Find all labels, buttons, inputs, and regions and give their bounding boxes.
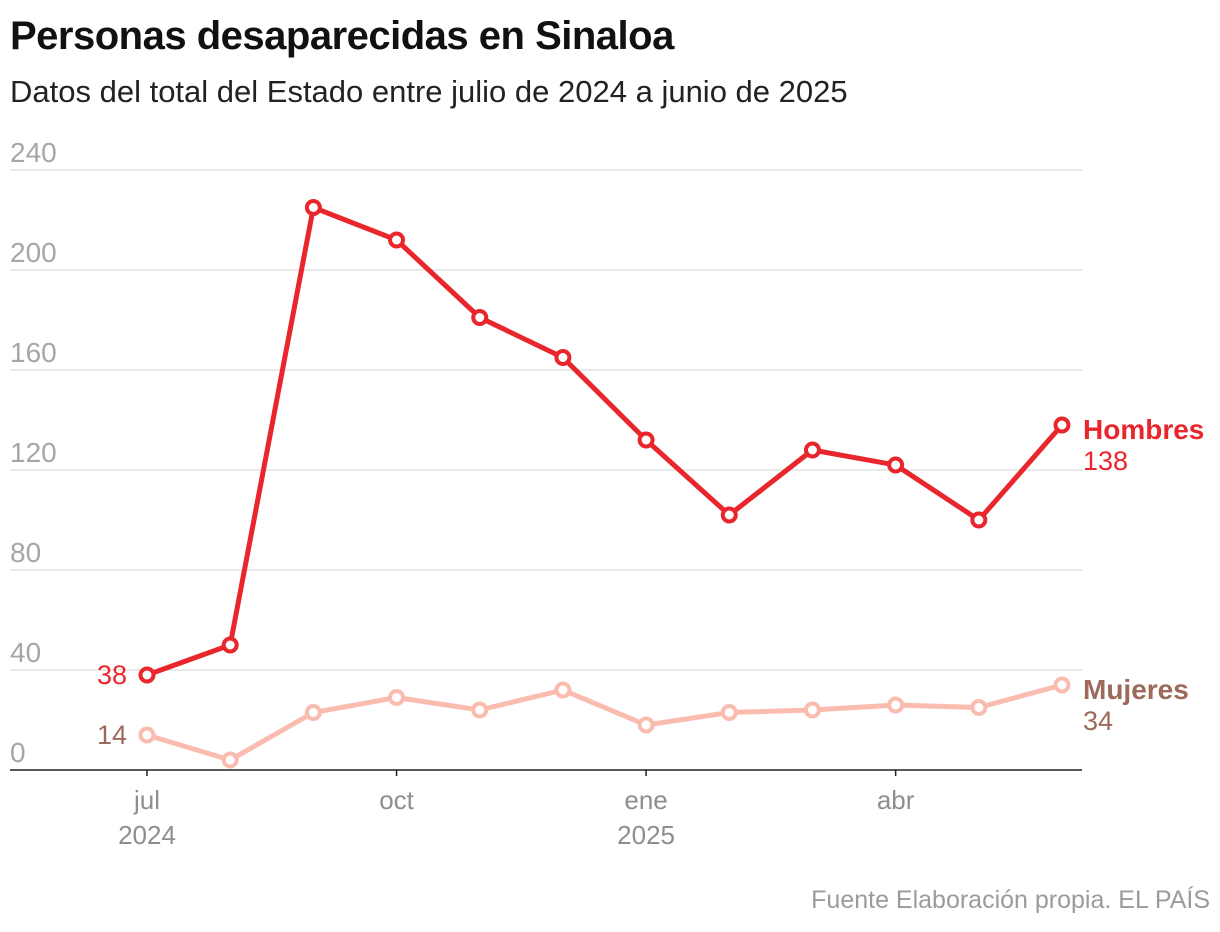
point-mujeres-2025-05 (970, 699, 988, 716)
point-hombres-2025-05 (970, 511, 988, 529)
point-hombres-2024-07 (138, 666, 156, 684)
point-mujeres-2024-08 (221, 751, 239, 769)
x-tick-abr: abr (877, 785, 915, 815)
x-axis-ticks: jul 2024 oct ene 2025 abr (118, 770, 915, 850)
point-hombres-2024-11 (471, 309, 489, 326)
series-name-hombres: Hombres (1083, 414, 1204, 445)
point-hombres-2025-04 (887, 456, 905, 474)
y-tick-240: 240 (10, 137, 57, 168)
point-hombres-2024-10 (388, 231, 406, 249)
source-note: Fuente Elaboración propia. EL PAÍS (811, 886, 1210, 914)
x-tick-oct: oct (379, 785, 414, 815)
point-mujeres-2024-10 (388, 689, 406, 706)
y-tick-160: 160 (10, 337, 57, 368)
point-mujeres-2024-11 (471, 701, 489, 719)
chart-title: Personas desaparecidas en Sinaloa (10, 14, 674, 58)
y-tick-120: 120 (10, 437, 57, 468)
point-hombres-2025-03 (803, 441, 821, 459)
series-line-mujeres (144, 682, 1065, 763)
point-mujeres-2024-09 (304, 704, 322, 721)
point-hombres-2024-08 (221, 636, 239, 654)
point-hombres-2024-09 (304, 199, 322, 216)
chart-subtitle: Datos del total del Estado entre julio d… (10, 74, 848, 109)
start-label-hombres: 38 (97, 660, 127, 690)
point-mujeres-2025-01 (637, 716, 655, 734)
y-tick-40: 40 (10, 637, 41, 668)
end-label-hombres: 138 (1083, 446, 1128, 476)
x-tick-year-2025: 2025 (617, 820, 675, 850)
point-hombres-2025-02 (720, 506, 738, 524)
series-name-mujeres: Mujeres (1083, 674, 1189, 705)
point-hombres-2024-12 (554, 349, 572, 366)
series-line-hombres (144, 205, 1065, 678)
point-mujeres-2025-02 (720, 704, 738, 721)
point-hombres-2025-01 (637, 431, 655, 449)
end-label-mujeres: 34 (1083, 706, 1113, 736)
y-tick-200: 200 (10, 237, 57, 268)
point-mujeres-2025-06 (1053, 676, 1071, 694)
y-tick-80: 80 (10, 537, 41, 568)
y-axis-ticks: 0 40 80 120 160 200 240 (10, 137, 57, 768)
x-tick-ene: ene (624, 785, 667, 815)
y-tick-0: 0 (10, 737, 26, 768)
point-mujeres-2025-04 (887, 696, 905, 714)
x-tick-year-2024: 2024 (118, 820, 176, 850)
point-mujeres-2024-12 (554, 681, 572, 699)
point-mujeres-2025-03 (803, 701, 821, 719)
series-group (138, 199, 1071, 769)
x-tick-jul: jul (133, 785, 160, 815)
point-mujeres-2024-07 (138, 726, 156, 744)
point-hombres-2025-06 (1053, 416, 1071, 434)
gridlines (10, 169, 1082, 671)
start-label-mujeres: 14 (97, 720, 127, 750)
